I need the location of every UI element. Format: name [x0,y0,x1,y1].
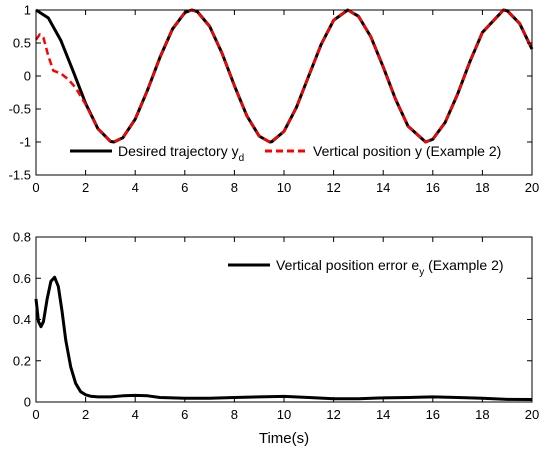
legend-label-error: Vertical position error ey (Example 2) [276,257,504,278]
top-xtick-label: 4 [132,180,139,195]
bottom-series-line-0 [34,275,533,402]
top-xtick-label: 10 [277,180,291,195]
bottom-ytick-label: 0.4 [13,312,31,327]
top-xtick-label: 18 [475,180,489,195]
bottom-xtick-label: 2 [82,407,89,422]
bottom-xtick-label: 20 [525,407,539,422]
bottom-ticks: 0 2 4 6 8 10 12 14 16 18 20 0 0.2 0.4 0.6 0.8 [13,230,539,423]
bottom-legend: Vertical position error ey (Example 2) [228,257,504,278]
bottom-xtick-label: 4 [132,407,139,422]
top-legend: Desired trajectory yd Vertical position … [70,143,501,164]
top-xtick-label: 2 [82,180,89,195]
top-xtick-label: 14 [376,180,390,195]
top-xtick-label: 12 [326,180,340,195]
bottom-xtick-label: 6 [181,407,188,422]
top-series-line-0 [35,8,534,144]
bottom-ytick-label: 0.2 [13,353,31,368]
top-xtick-label: 16 [426,180,440,195]
bottom-xtick-label: 12 [326,407,340,422]
x-axis-label: Time(s) [259,430,309,447]
top-ytick-label: -1 [19,135,31,150]
bottom-plot: 0 2 4 6 8 10 12 14 16 18 20 0 0.2 0.4 0.6 0.8 Vertical … [13,230,539,448]
top-xtick-label: 20 [525,180,539,195]
bottom-ytick-label: 0.8 [13,230,31,245]
bottom-xtick-label: 18 [475,407,489,422]
top-series-layer [34,8,534,144]
bottom-series-layer [34,275,533,402]
top-xtick-label: 0 [32,180,39,195]
top-ytick-label: -1.5 [9,168,31,183]
bottom-xtick-label: 10 [277,407,291,422]
top-series-line-1 [34,8,534,144]
top-ytick-label: -0.5 [9,102,31,117]
top-ytick-label: 0.5 [13,36,31,51]
top-ytick-label: 1 [24,3,31,18]
bottom-xtick-label: 16 [426,407,440,422]
legend-label-desired: Desired trajectory yd [118,143,244,164]
top-plot: 0 2 4 6 8 10 12 14 16 18 20 -1.5 -1 -0.5 0 0.5 1 Desired… [9,3,540,196]
top-ytick-label: 0 [24,69,31,84]
legend-label-vertical: Vertical position y (Example 2) [313,143,501,159]
bottom-xtick-label: 14 [376,407,390,422]
bottom-xtick-label: 0 [32,407,39,422]
top-xtick-label: 6 [181,180,188,195]
top-xtick-label: 8 [231,180,238,195]
bottom-xtick-label: 8 [231,407,238,422]
bottom-ytick-label: 0.6 [13,271,31,286]
top-ticks: 0 2 4 6 8 10 12 14 16 18 20 -1.5 -1 -0.5 0 0.5 1 [9,3,540,196]
bottom-ytick-label: 0 [24,395,31,410]
